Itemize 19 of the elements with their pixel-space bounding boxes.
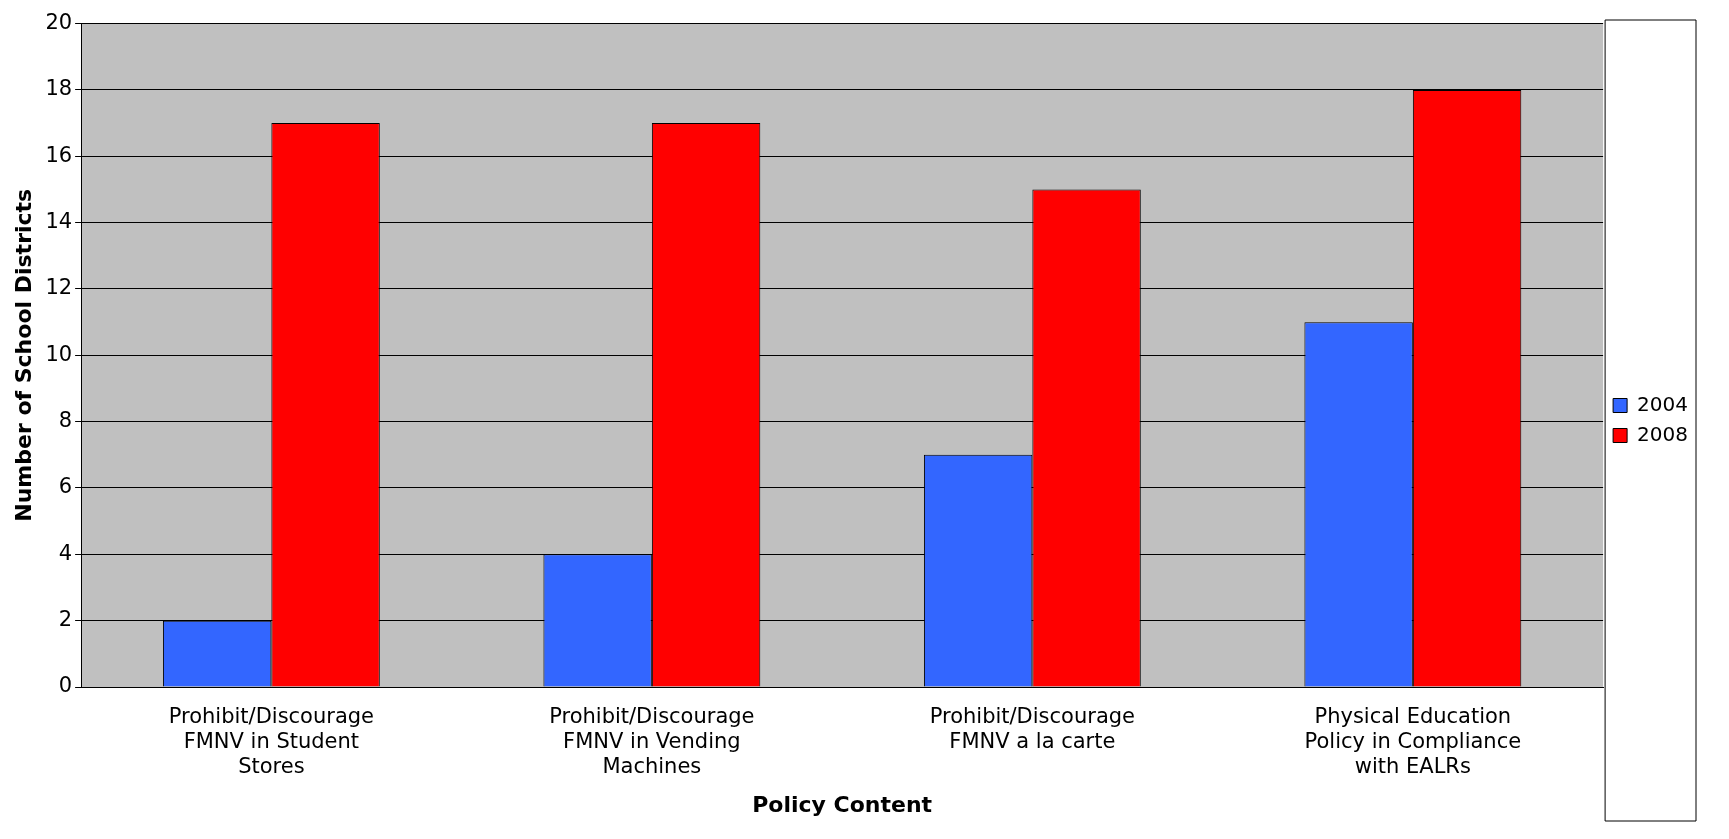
y-tick-label: 12 [45, 275, 73, 300]
y-tick-label: 8 [58, 408, 73, 433]
y-tick-label: 14 [45, 209, 73, 234]
y-tick-label: 20 [45, 10, 73, 35]
y-axis-title: Number of School Districts [10, 188, 36, 522]
y-tick-label: 4 [58, 540, 73, 565]
y-tick-label: 6 [58, 474, 73, 499]
x-tick-label: Physical Education Policy in Compliance with EALRs [1304, 704, 1522, 779]
y-tick-label: 0 [58, 673, 73, 698]
x-tick-label: Prohibit/Discourage FMNV in Student Stores [168, 704, 375, 779]
x-tick-label: Prohibit/Discourage FMNV a la carte [929, 704, 1136, 754]
x-tick-label: Prohibit/Discourage FMNV in Vending Machines [549, 704, 755, 779]
y-tick-label: 2 [58, 607, 73, 632]
legend-label: 2004 [1637, 391, 1689, 416]
y-tick-label: 18 [45, 76, 73, 101]
x-axis-title: Policy Content [752, 791, 933, 817]
y-tick-label: 10 [45, 341, 73, 366]
legend-label: 2008 [1637, 421, 1689, 446]
y-tick-label: 16 [45, 142, 73, 167]
